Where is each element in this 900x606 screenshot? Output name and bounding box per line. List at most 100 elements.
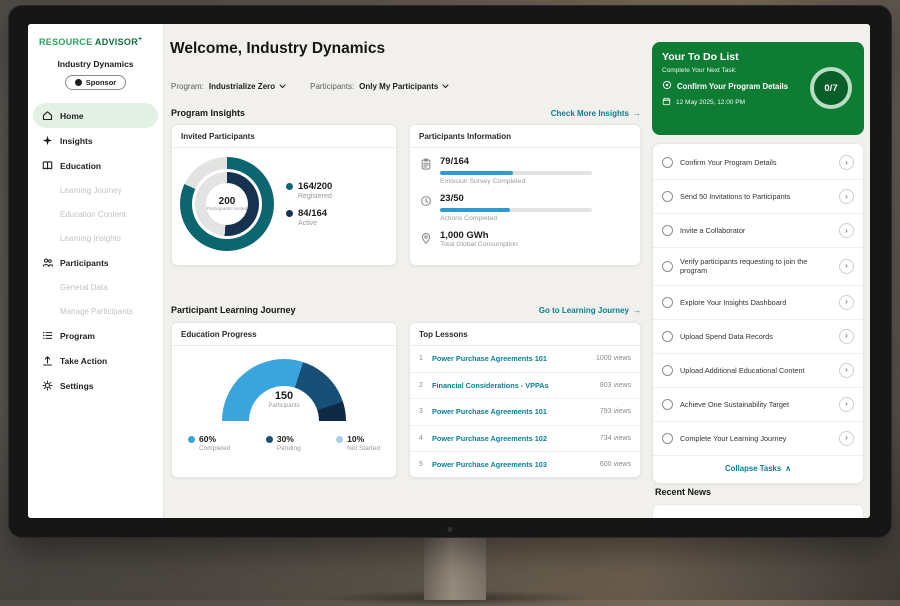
chevron-right-icon[interactable]: ›	[839, 155, 854, 170]
progress-bar	[440, 171, 592, 175]
invited-donut-center: 200 Participants Invited	[206, 183, 248, 225]
sidebar-item-label: General Data	[60, 282, 108, 292]
participants-filter-select[interactable]: Only My Participants	[359, 82, 449, 91]
task-checkbox[interactable]	[662, 191, 673, 202]
task-row[interactable]: Upload Spend Data Records ›	[653, 320, 863, 354]
brand-resource: RESOURCE	[39, 37, 93, 47]
program-filter-label: Program:	[171, 82, 204, 91]
sidebar-item-learning-journey[interactable]: Learning Journey	[33, 178, 158, 202]
chevron-right-icon[interactable]: ›	[839, 396, 854, 412]
education-legend-item: 60% Completed	[188, 434, 230, 452]
education-progress-body: 150 Participants 60% Completed 30% Pending 1…	[172, 346, 396, 458]
lesson-link[interactable]: Power Purchase Agreements 101	[432, 354, 547, 364]
todo-title: Your To Do List	[662, 51, 739, 63]
chevron-right-icon[interactable]: ›	[839, 430, 854, 446]
sidebar-item-education-content[interactable]: Education Content	[33, 202, 158, 226]
participants-filter: Participants: Only My Participants	[310, 82, 449, 91]
task-checkbox[interactable]	[662, 330, 673, 342]
participants-info-title: Participants Information	[410, 125, 640, 148]
collapse-tasks-link[interactable]: Collapse Tasks ∧	[653, 456, 863, 481]
sponsor-badge[interactable]: Sponsor	[64, 75, 127, 90]
task-checkbox[interactable]	[662, 225, 673, 236]
todo-due-label: 12 May 2025, 12:00 PM	[676, 99, 746, 106]
task-row[interactable]: Invite a Collaborator ›	[653, 214, 863, 248]
task-checkbox[interactable]	[662, 296, 673, 308]
education-gauge-chart: 150 Participants	[222, 359, 346, 421]
info-row: 1,000 GWh Total Global Consumption	[420, 230, 630, 248]
lesson-rank: 3	[419, 408, 423, 416]
chevron-right-icon[interactable]: ›	[839, 362, 854, 378]
go-to-learning-journey-link[interactable]: Go to Learning Journey →	[539, 306, 641, 315]
task-row[interactable]: Confirm Your Program Details ›	[653, 146, 863, 180]
sidebar-item-label: Learning Insights	[60, 233, 121, 243]
take-action-icon	[42, 355, 53, 366]
brand-advisor: ADVISOR	[94, 37, 138, 47]
legend-item: 164/200 Registered	[286, 181, 332, 200]
task-checkbox[interactable]	[662, 260, 673, 272]
task-row[interactable]: Achieve One Sustainability Target ›	[653, 388, 863, 422]
sidebar-item-home[interactable]: Home	[33, 103, 158, 128]
lesson-row: 2 Financial Considerations - VPPAs 803 vie…	[410, 373, 640, 399]
info-value: 1,000 GWh	[440, 230, 489, 241]
sidebar-item-settings[interactable]: Settings	[33, 373, 158, 398]
task-checkbox[interactable]	[662, 398, 673, 410]
task-row[interactable]: Send 50 Invitations to Participants ›	[653, 180, 863, 214]
lesson-rank: 1	[419, 355, 423, 363]
chevron-up-icon: ∧	[785, 463, 791, 473]
invited-legend: 164/200 Registered 84/164 Active	[286, 173, 332, 235]
education-gauge-center: 150 Participants	[222, 390, 346, 409]
sidebar-item-program[interactable]: Program	[33, 323, 158, 348]
sidebar-item-label: Education	[60, 160, 102, 171]
sidebar-nav: Home Insights Education Learning Journey Edu…	[28, 103, 163, 398]
sidebar-item-general-data[interactable]: General Data	[33, 275, 158, 299]
chevron-right-icon[interactable]: ›	[839, 189, 854, 204]
task-row[interactable]: Explore Your Insights Dashboard ›	[653, 286, 863, 320]
chevron-right-icon[interactable]: ›	[839, 258, 854, 274]
task-checkbox[interactable]	[662, 432, 673, 444]
program-insights-section-header: Program Insights Check More Insights →	[171, 108, 641, 118]
task-checkbox[interactable]	[662, 364, 673, 376]
legend-value-text: 10%	[347, 434, 365, 444]
sidebar-item-education[interactable]: Education	[33, 153, 158, 178]
legend-dot	[286, 210, 293, 217]
lesson-link[interactable]: Power Purchase Agreements 103	[432, 460, 547, 470]
lesson-link[interactable]: Power Purchase Agreements 102	[432, 433, 547, 443]
sidebar-item-participants[interactable]: Participants	[33, 250, 158, 275]
legend-value-text: 60%	[199, 434, 217, 444]
top-lessons-card: Top Lessons 1 Power Purchase Agreements 1…	[409, 322, 641, 478]
program-filter-select[interactable]: Industrialize Zero	[209, 82, 286, 91]
check-more-insights-link[interactable]: Check More Insights →	[551, 109, 641, 118]
task-checkbox[interactable]	[662, 157, 673, 168]
education-legend-label: Not Started	[347, 445, 380, 452]
lesson-rank: 5	[419, 461, 423, 469]
collapse-tasks-label: Collapse Tasks	[725, 463, 782, 473]
chevron-right-icon[interactable]: ›	[839, 223, 854, 238]
sidebar-item-take-action[interactable]: Take Action	[33, 348, 158, 373]
task-row[interactable]: Verify participants requesting to join t…	[653, 248, 863, 286]
legend-dot	[188, 435, 195, 443]
lesson-link[interactable]: Power Purchase Agreements 101	[432, 407, 547, 417]
participants-icon	[42, 257, 53, 268]
sidebar-item-learning-insights[interactable]: Learning Insights	[33, 226, 158, 250]
participants-filter-label: Participants:	[310, 82, 355, 91]
chevron-right-icon[interactable]: ›	[839, 328, 854, 344]
sidebar-item-label: Home	[60, 110, 84, 121]
tasks-list: Confirm Your Program Details › Send 50 Inv…	[653, 146, 863, 456]
arrow-right-icon: →	[633, 305, 641, 315]
legend-value: 84/164	[298, 208, 328, 219]
chevron-right-icon[interactable]: ›	[839, 294, 854, 310]
sponsor-label: Sponsor	[85, 78, 117, 87]
go-to-learning-journey-label: Go to Learning Journey	[538, 305, 629, 315]
task-label: Achieve One Sustainability Target	[680, 399, 789, 409]
task-row[interactable]: Complete Your Learning Journey ›	[653, 422, 863, 456]
sidebar-item-insights[interactable]: Insights	[33, 128, 158, 153]
lesson-link[interactable]: Financial Considerations - VPPAs	[432, 380, 549, 390]
lesson-rank: 4	[419, 434, 423, 442]
task-label: Upload Additional Educational Content	[680, 365, 805, 375]
info-col: 23/50 Actions Completed	[440, 193, 592, 222]
task-row[interactable]: Upload Additional Educational Content ›	[653, 354, 863, 388]
actions-icon	[420, 195, 432, 207]
sidebar-item-manage-participants[interactable]: Manage Participants	[33, 299, 158, 323]
todo-progress-value: 0/7	[824, 82, 838, 94]
legend-dot	[286, 183, 293, 190]
